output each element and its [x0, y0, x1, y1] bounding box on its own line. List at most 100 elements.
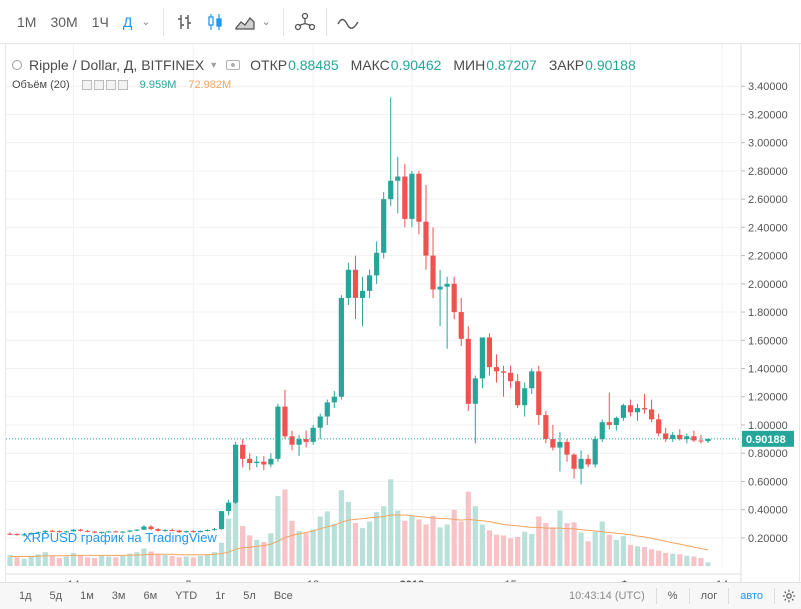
range-5y-button[interactable]: 5л: [243, 590, 256, 602]
open-value: 0.88485: [288, 57, 339, 73]
candle-body: [155, 529, 161, 531]
utc-clock[interactable]: 10:43:14 (UTC): [568, 590, 645, 602]
volume-bar: [56, 557, 62, 566]
price-axis-label: 1.80000: [748, 307, 788, 319]
volume-bar: [437, 527, 443, 566]
candle-body: [359, 290, 366, 298]
volume-bar: [303, 533, 309, 566]
candle-body: [388, 180, 394, 200]
range-ytd-button[interactable]: YTD: [175, 590, 198, 602]
candle-body: [585, 458, 591, 465]
volume-close-icon[interactable]: [105, 80, 116, 90]
volume-bar: [670, 553, 676, 566]
volume-bar: [21, 558, 27, 566]
interval-day-button[interactable]: Д: [122, 13, 133, 30]
volume-bar: [233, 501, 239, 566]
auto-scale-button[interactable]: авто: [740, 590, 763, 602]
volume-bar: [275, 496, 281, 566]
candle-body: [670, 434, 676, 440]
candle-body: [416, 173, 422, 222]
volume-bar: [324, 511, 330, 566]
volume-bar: [395, 510, 401, 566]
compare-icon[interactable]: [290, 7, 320, 37]
percent-scale-button[interactable]: %: [667, 590, 678, 602]
indicators-icon[interactable]: [333, 7, 363, 37]
style-chevron-down-icon[interactable]: ⌄: [261, 16, 271, 28]
volume-more-icon[interactable]: [117, 80, 128, 90]
volume-bar: [705, 562, 711, 566]
interval-1m-button[interactable]: 1М: [17, 13, 37, 30]
volume-bar: [225, 518, 232, 566]
volume-bar: [416, 519, 422, 566]
visibility-eye-icon[interactable]: [226, 60, 241, 70]
candle-body: [564, 441, 570, 455]
candle-body: [486, 337, 493, 368]
volume-bar: [296, 531, 302, 566]
volume-bar: [331, 523, 337, 566]
range-3m-button[interactable]: 3м: [111, 590, 126, 602]
volume-bar: [620, 536, 626, 566]
chart-toolbar: 1М 30М 1Ч Д ⌄ ⌄: [0, 0, 801, 44]
bars-style-icon[interactable]: [170, 7, 200, 37]
volume-bar: [522, 531, 528, 566]
candle-body: [113, 531, 119, 533]
price-axis-label: 2.60000: [748, 194, 788, 206]
candle-body: [430, 255, 436, 290]
symbol-title[interactable]: Ripple / Dollar, Д, BITFINEX: [29, 57, 205, 73]
volume-bar: [656, 550, 662, 566]
candle-body: [606, 422, 612, 425]
volume-bar: [409, 515, 415, 566]
candle-body: [500, 371, 507, 373]
candle-body: [42, 530, 48, 533]
area-style-icon[interactable]: [230, 7, 260, 37]
volume-bar: [218, 542, 225, 566]
symbol-chevron-down-icon[interactable]: ▼: [209, 60, 219, 70]
candle-body: [515, 381, 521, 406]
candle-body: [663, 433, 669, 440]
candle-body: [84, 530, 91, 532]
candle-body: [14, 533, 20, 535]
candle-body: [656, 419, 662, 434]
volume-bar: [289, 520, 295, 566]
tradingview-watermark-link[interactable]: XRPUSD график на TradingView: [23, 530, 217, 545]
volume-bar: [423, 524, 429, 566]
range-6m-button[interactable]: 6м: [143, 590, 158, 602]
volume-settings-icon[interactable]: [93, 80, 104, 90]
candle-body: [705, 438, 711, 442]
candles-style-icon[interactable]: [200, 7, 230, 37]
volume-indicator-title[interactable]: Объём (20): [12, 79, 70, 91]
volume-bar: [493, 534, 500, 566]
candle-body: [684, 436, 690, 440]
price-axis-label: 0.60000: [748, 476, 788, 488]
candle-body: [169, 529, 175, 531]
volume-bar: [571, 522, 577, 566]
volume-bar: [599, 521, 605, 566]
candle-body: [233, 444, 239, 503]
volume-bar: [254, 539, 260, 566]
interval-30m-button[interactable]: 30М: [50, 13, 78, 30]
volume-eye-icon[interactable]: [81, 80, 92, 90]
range-1d-button[interactable]: 1д: [19, 590, 32, 602]
candle-body: [49, 530, 55, 532]
candle-body: [345, 269, 352, 298]
candle-body: [613, 417, 619, 425]
bottombar-divider: [728, 588, 730, 604]
log-scale-button[interactable]: лог: [700, 590, 718, 602]
candle-body: [493, 367, 500, 372]
range-1m-button[interactable]: 1м: [80, 590, 94, 602]
candle-body: [641, 408, 648, 410]
range-all-button[interactable]: Все: [273, 590, 293, 602]
gear-icon[interactable]: [777, 586, 801, 606]
candle-body: [7, 533, 13, 535]
interval-chevron-down-icon[interactable]: ⌄: [141, 16, 151, 28]
volume-bar: [515, 536, 521, 566]
price-chart[interactable]: 3.40000 3.20000 3.00000 2.80000 2.60000 2.400…: [0, 44, 801, 582]
range-5d-button[interactable]: 5д: [49, 590, 63, 602]
price-axis-label: 0.20000: [748, 533, 788, 545]
volume-bar: [592, 531, 598, 566]
interval-1h-button[interactable]: 1Ч: [91, 13, 109, 30]
candle-body: [240, 444, 246, 459]
range-1y-button[interactable]: 1г: [215, 590, 226, 602]
bottombar-divider: [774, 588, 775, 604]
candle-body: [317, 416, 323, 428]
